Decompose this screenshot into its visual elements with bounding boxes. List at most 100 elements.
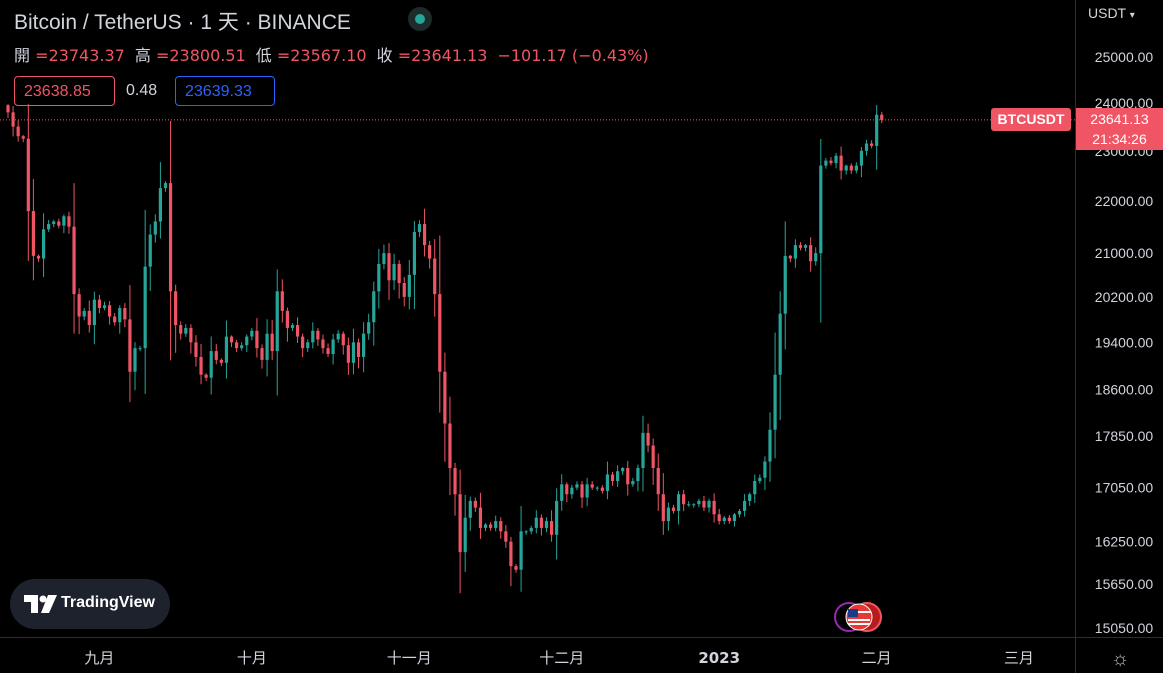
candle-body [321, 339, 325, 349]
candle-body [590, 484, 594, 488]
tradingview-logo[interactable]: TradingView [10, 579, 170, 629]
currency-label: USDT [1088, 5, 1126, 21]
ohlc-legend: 開 =23743.37 高 =23800.51 低 =23567.10 收 =2364… [14, 42, 649, 66]
candle-body [77, 294, 81, 317]
candle-body [26, 138, 30, 212]
candle-body [82, 310, 86, 317]
candle-body [6, 105, 10, 113]
market-open-dot-icon[interactable] [408, 7, 432, 31]
candle-body [235, 342, 239, 349]
candle-body [133, 348, 137, 372]
candle-body [773, 374, 777, 430]
time-axis-ticks: 九月 十月 十一月 十二月 2023 二月 三月 [84, 649, 1033, 667]
open-label: 開 [14, 46, 31, 65]
time-tick-label: 九月 [84, 649, 114, 667]
currency-selector[interactable]: USDT ▾ [1088, 5, 1135, 21]
candle-body [204, 374, 208, 378]
us-flag-event-icon[interactable] [833, 601, 885, 633]
candle-body [732, 514, 737, 522]
candle-body [870, 143, 874, 146]
candles-group [6, 103, 884, 594]
price-tick-label: 15050.00 [1095, 620, 1154, 636]
candle-body [341, 333, 345, 346]
gear-icon[interactable]: ☼ [1111, 648, 1130, 670]
brand-name: TradingView [61, 594, 155, 611]
candle-body [539, 517, 543, 528]
candle-body [179, 325, 183, 334]
candle-body [859, 150, 864, 166]
candle-body [189, 327, 193, 343]
candle-body [682, 494, 686, 505]
candle-body [712, 500, 716, 515]
candle-body [458, 494, 462, 553]
candle-body [52, 221, 56, 225]
bar-countdown: 21:34:26 [1092, 131, 1147, 147]
candle-body [697, 500, 701, 505]
low-label: 低 [255, 46, 272, 65]
candle-body [118, 308, 122, 323]
candle-body [702, 500, 706, 508]
candle-body [143, 266, 147, 349]
candle-body [433, 258, 437, 295]
candle-body [626, 467, 630, 485]
candle-body [560, 484, 564, 501]
price-tick-label: 15650.00 [1095, 576, 1154, 592]
candle-body [153, 221, 157, 235]
candle-body [651, 445, 655, 468]
candle-body [113, 316, 117, 323]
price-tick-label: 17850.00 [1095, 428, 1154, 444]
candle-body [707, 500, 711, 508]
last-price-value: 23641.13 [1090, 111, 1149, 127]
open-value: =23743.37 [35, 46, 125, 65]
candle-body [514, 566, 518, 570]
candle-body [265, 333, 269, 360]
candle-body [412, 231, 416, 275]
candle-body [753, 481, 757, 495]
symbol-title[interactable]: Bitcoin / TetherUS · 1 天 · BINANCE [14, 11, 351, 34]
candle-body [422, 224, 427, 246]
candle-body [849, 165, 853, 171]
candle-body [295, 325, 300, 337]
candle-body [41, 229, 46, 259]
candle-body [285, 310, 289, 328]
candle-body [534, 517, 538, 528]
candle-body [692, 504, 696, 506]
candle-body [163, 183, 168, 189]
candle-body [275, 291, 279, 352]
candle-body [417, 224, 422, 232]
candle-body [783, 255, 787, 314]
candle-body [631, 481, 635, 485]
candle-body [737, 510, 742, 515]
price-tick-label: 25000.00 [1095, 49, 1154, 65]
candle-body [839, 155, 843, 171]
candle-body [214, 351, 218, 360]
candle-body [834, 155, 838, 164]
candle-body [666, 507, 670, 522]
candle-body [184, 327, 188, 334]
candle-body [763, 461, 767, 478]
candle-body [814, 253, 818, 262]
candle-body [570, 487, 574, 495]
candle-body [585, 484, 589, 498]
low-value: =23567.10 [276, 46, 367, 65]
close-value: =23641.13 [397, 46, 488, 65]
candle-body [483, 524, 488, 528]
time-tick-label: 三月 [1004, 649, 1034, 667]
candle-body [621, 467, 625, 472]
candle-body [575, 484, 579, 488]
candle-body [311, 330, 315, 343]
candle-body [158, 188, 162, 222]
candle-body [351, 342, 356, 363]
candle-body [555, 500, 559, 535]
buy-button[interactable]: 23639.33 [175, 76, 275, 106]
time-axis-separator [0, 637, 1163, 638]
candle-body [743, 500, 747, 511]
candle-body [524, 531, 528, 533]
candle-body [600, 487, 604, 491]
sell-button[interactable]: 23638.85 [14, 76, 115, 106]
candle-body [92, 299, 96, 326]
candle-body [407, 274, 411, 297]
candle-body [544, 521, 549, 528]
candle-body [798, 245, 803, 248]
